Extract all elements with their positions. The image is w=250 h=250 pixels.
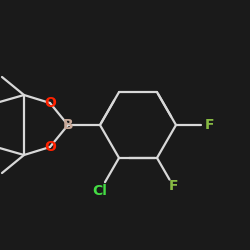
Text: O: O bbox=[44, 140, 56, 154]
Text: O: O bbox=[44, 96, 56, 110]
Text: B: B bbox=[63, 118, 73, 132]
Text: F: F bbox=[204, 118, 214, 132]
Text: F: F bbox=[169, 180, 178, 194]
Text: Cl: Cl bbox=[92, 184, 108, 198]
